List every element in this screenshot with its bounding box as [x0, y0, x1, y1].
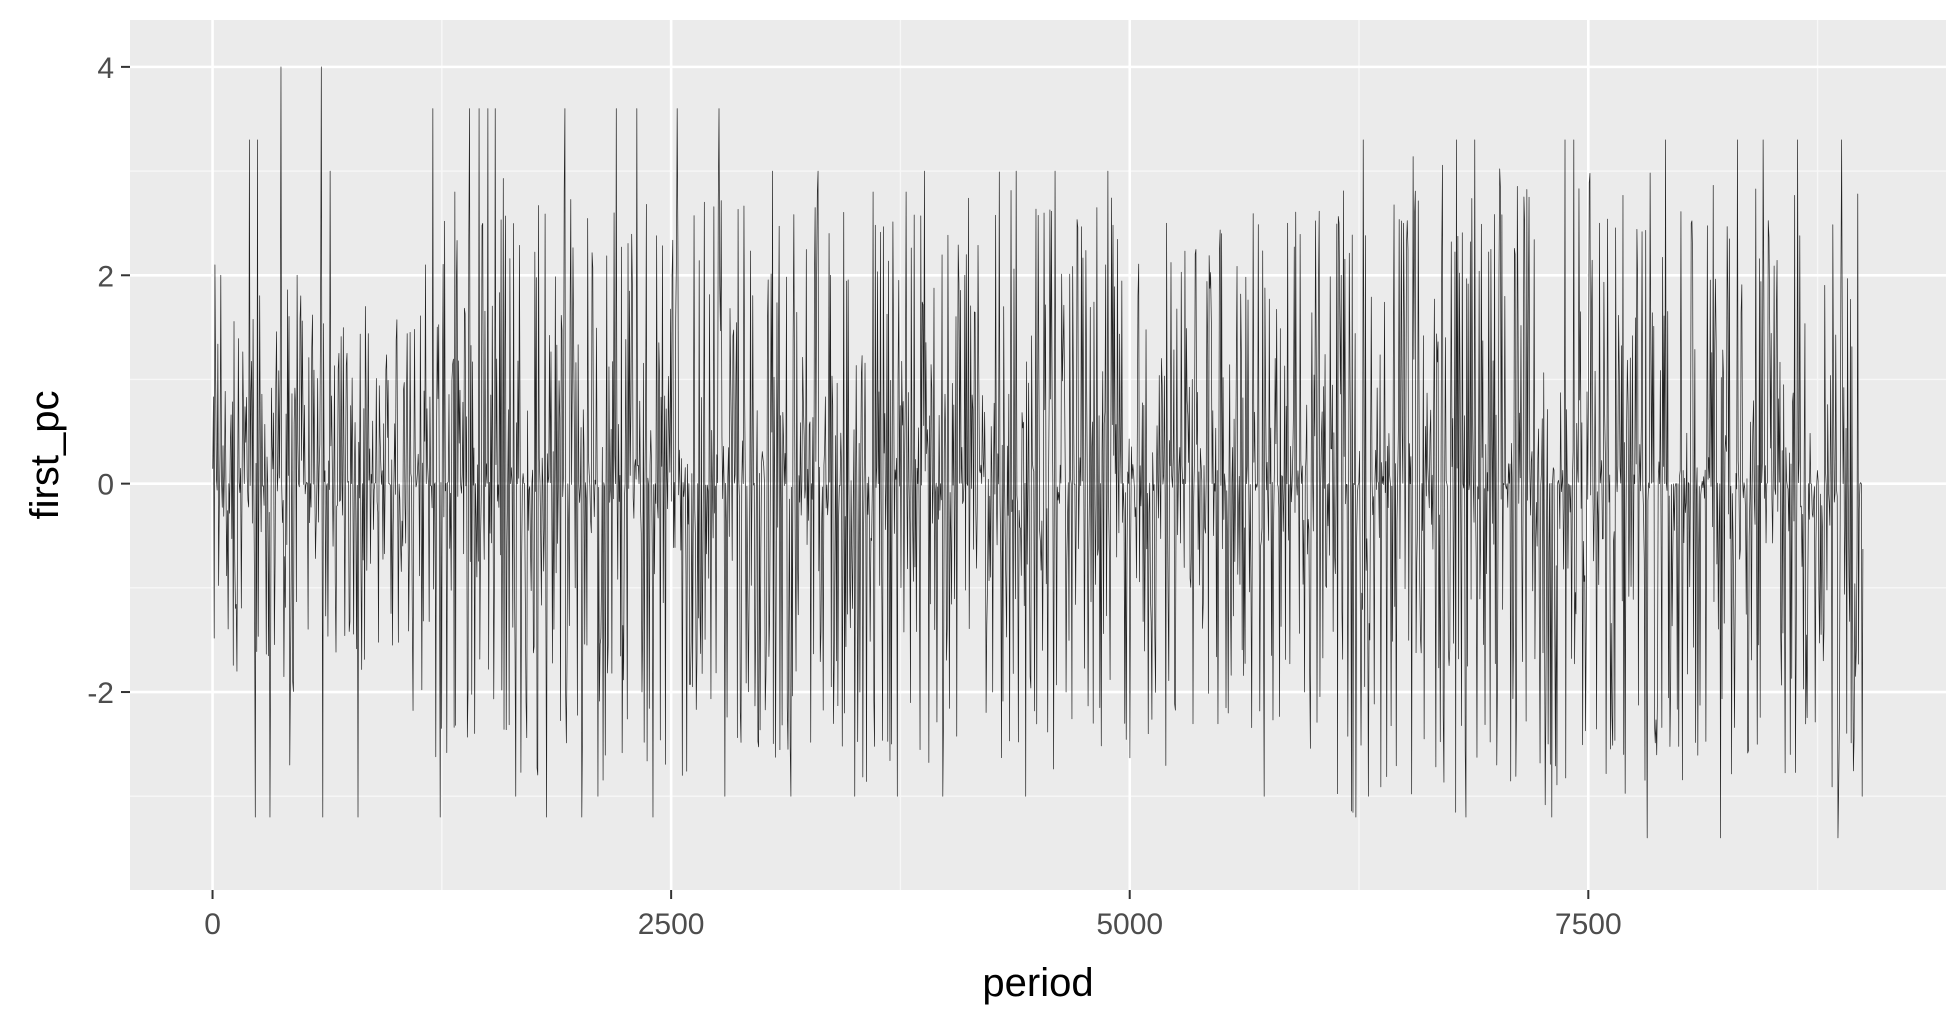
series-line: [212, 66, 1864, 839]
y-tick-label: -2: [87, 677, 114, 710]
x-axis-title: period: [982, 961, 1093, 1005]
y-tick-label: 4: [97, 52, 114, 85]
x-tick-label: 0: [204, 908, 221, 941]
y-axis-title: first_pc: [23, 391, 67, 520]
y-tick-label: 0: [97, 469, 114, 502]
y-axis-ticks: -2 0 2 4: [87, 52, 130, 710]
major-gridlines: [130, 20, 1946, 890]
y-tick-label: 2: [97, 260, 114, 293]
x-tick-label: 7500: [1555, 908, 1622, 941]
x-tick-label: 2500: [638, 908, 705, 941]
x-axis-ticks: 0 2500 5000 7500: [204, 890, 1622, 941]
series-first-pc: [212, 66, 1864, 839]
panel-background: [130, 20, 1946, 890]
x-tick-label: 5000: [1096, 908, 1163, 941]
